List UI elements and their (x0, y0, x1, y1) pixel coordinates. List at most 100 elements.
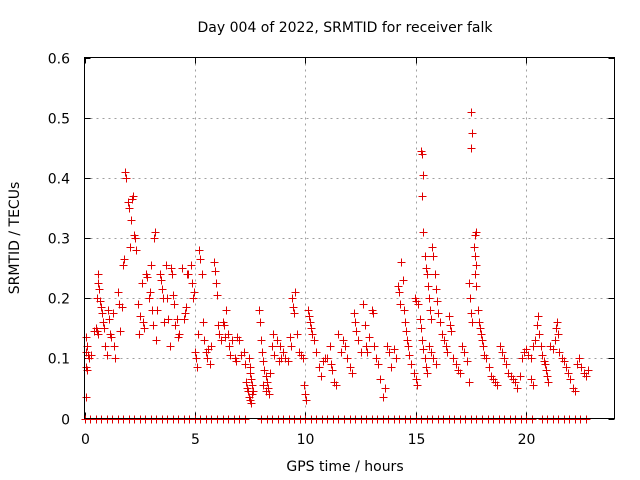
data-point (259, 357, 268, 366)
data-point (463, 357, 472, 366)
data-point (460, 348, 469, 357)
data-point (129, 192, 138, 201)
data-point (304, 306, 313, 315)
data-point (245, 354, 254, 363)
data-point (419, 171, 428, 180)
data-point (465, 279, 474, 288)
data-point (118, 303, 127, 312)
data-point (241, 360, 250, 369)
data-point (305, 312, 314, 321)
data-point (422, 363, 431, 372)
data-point (424, 282, 433, 291)
data-point (163, 294, 172, 303)
data-point (417, 324, 426, 333)
data-point (164, 315, 173, 324)
data-point (477, 330, 486, 339)
data-point (422, 264, 431, 273)
data-point (354, 336, 363, 345)
data-point (100, 324, 109, 333)
data-point (158, 285, 167, 294)
data-point (452, 360, 461, 369)
data-point (211, 267, 220, 276)
data-point (246, 363, 255, 372)
x-tick-label: 10 (297, 432, 315, 448)
data-point (139, 318, 148, 327)
data-point (476, 324, 485, 333)
data-point (97, 303, 106, 312)
data-point (224, 330, 233, 339)
data-point (407, 360, 416, 369)
data-point (257, 336, 266, 345)
y-tick-label: 0 (61, 413, 70, 429)
data-point (513, 384, 522, 393)
data-point (327, 360, 336, 369)
data-point (181, 309, 190, 318)
data-point (346, 363, 355, 372)
data-point (392, 354, 401, 363)
data-point (478, 336, 487, 345)
data-point (288, 294, 297, 303)
data-point (438, 330, 447, 339)
data-point (419, 228, 428, 237)
data-point (527, 354, 536, 363)
data-point (399, 276, 408, 285)
data-point (107, 333, 116, 342)
data-point (182, 303, 191, 312)
data-point (466, 294, 475, 303)
data-point (421, 252, 430, 261)
data-point (125, 204, 134, 213)
data-point (268, 342, 277, 351)
data-point (326, 342, 335, 351)
data-points (81, 108, 593, 424)
data-point (126, 243, 135, 252)
data-point (418, 150, 427, 159)
data-point (474, 306, 483, 315)
data-point (96, 297, 105, 306)
y-tick-labels: 0 0.1 0.2 0.3 0.4 0.5 0.6 (48, 52, 70, 429)
data-point (496, 342, 505, 351)
data-point (418, 336, 427, 345)
data-point (101, 342, 110, 351)
data-point (470, 243, 479, 252)
data-point (428, 243, 437, 252)
data-point (308, 330, 317, 339)
x-tick-label: 0 (81, 432, 90, 448)
data-point (387, 363, 396, 372)
data-point (175, 330, 184, 339)
data-point (114, 288, 123, 297)
data-point (170, 300, 179, 309)
data-point (178, 264, 187, 273)
data-point (425, 294, 434, 303)
data-point (258, 348, 267, 357)
data-point (132, 246, 141, 255)
data-point (361, 321, 370, 330)
zero-point (528, 415, 537, 424)
data-point (255, 306, 264, 315)
data-point (116, 327, 125, 336)
data-point (379, 393, 388, 402)
data-point (423, 270, 432, 279)
data-point (189, 294, 198, 303)
data-point (162, 261, 171, 270)
data-point (475, 318, 484, 327)
data-point (566, 375, 575, 384)
data-point (535, 330, 544, 339)
data-point (212, 279, 221, 288)
data-point (306, 318, 315, 327)
data-point (534, 312, 543, 321)
data-point (259, 381, 268, 390)
data-point (511, 378, 520, 387)
data-point (427, 348, 436, 357)
y-tick-label: 0.3 (48, 232, 70, 248)
data-point (228, 336, 237, 345)
data-point (436, 318, 445, 327)
data-point (383, 342, 392, 351)
data-point (256, 318, 265, 327)
data-point (334, 330, 343, 339)
data-point (449, 354, 458, 363)
data-point (541, 360, 550, 369)
data-point (153, 306, 162, 315)
data-point (156, 270, 165, 279)
data-point (431, 270, 440, 279)
data-point (538, 351, 547, 360)
